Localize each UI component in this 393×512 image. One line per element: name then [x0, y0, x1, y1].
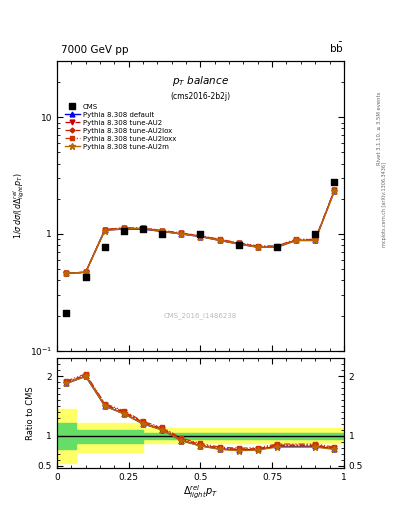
Point: [102, 243, 108, 251]
Point: [235, 241, 242, 249]
Text: Rivet 3.1.10, ≥ 3.5M events: Rivet 3.1.10, ≥ 3.5M events: [377, 91, 382, 165]
Point: [63, 309, 70, 317]
Text: 7000 GeV pp: 7000 GeV pp: [61, 45, 129, 55]
Text: mcplots.cern.ch [arXiv:1306.3436]: mcplots.cern.ch [arXiv:1306.3436]: [382, 162, 387, 247]
Point: [83, 273, 89, 281]
X-axis label: $\Delta^{rel}_{light}p_T$: $\Delta^{rel}_{light}p_T$: [183, 484, 218, 501]
Legend: CMS, Pythia 8.308 default, Pythia 8.308 tune-AU2, Pythia 8.308 tune-AU2lox, Pyth: CMS, Pythia 8.308 default, Pythia 8.308 …: [63, 102, 178, 151]
Point: [312, 230, 318, 238]
Point: [331, 178, 338, 186]
Text: CMS_2016_I1486238: CMS_2016_I1486238: [164, 313, 237, 319]
Point: [159, 230, 165, 238]
Text: (cms2016-2b2j): (cms2016-2b2j): [171, 92, 230, 101]
Point: [140, 225, 146, 233]
Y-axis label: Ratio to CMS: Ratio to CMS: [26, 387, 35, 440]
Text: b$\bar{\rm b}$: b$\bar{\rm b}$: [329, 41, 344, 55]
Point: [121, 227, 127, 236]
Text: p$_T$ balance: p$_T$ balance: [172, 74, 229, 89]
Point: [197, 230, 204, 238]
Y-axis label: $1/\sigma\,d\sigma/(d\Delta^{rel}_{light}p_T)$: $1/\sigma\,d\sigma/(d\Delta^{rel}_{light…: [11, 173, 27, 239]
Point: [274, 243, 280, 251]
